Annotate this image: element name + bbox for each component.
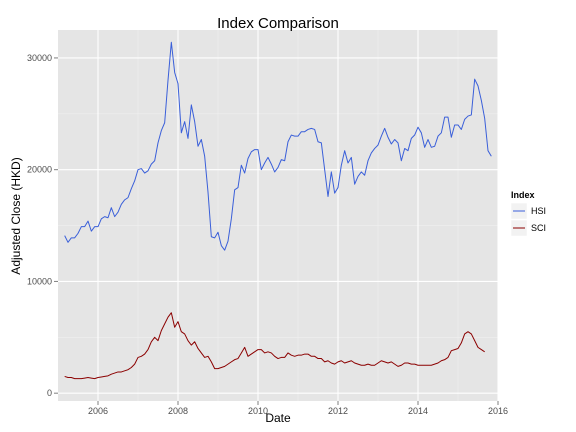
x-tick-label: 2016 (488, 406, 508, 416)
y-axis-title: Adjusted Close (HKD) (9, 157, 23, 274)
x-tick-label: 2012 (328, 406, 348, 416)
plot-panel (58, 30, 498, 401)
y-tick-label: 10000 (27, 276, 52, 286)
x-tick-label: 2008 (168, 406, 188, 416)
legend-key-hsi (510, 202, 528, 220)
y-tick-label: 0 (47, 388, 52, 398)
x-axis-title: Date (265, 411, 291, 425)
legend-title: Index (511, 190, 535, 200)
series-layer (64, 41, 492, 380)
legend: Index HSI SCI (510, 190, 546, 237)
legend-label-hsi: HSI (531, 206, 546, 216)
y-tick-label: 30000 (27, 53, 52, 63)
x-tick-label: 2006 (88, 406, 108, 416)
x-tick-label: 2010 (248, 406, 268, 416)
legend-label-sci: SCI (531, 223, 546, 233)
major-gridlines (58, 30, 499, 401)
legend-entries: HSI SCI (510, 202, 546, 237)
series-line-hsi (64, 41, 492, 251)
y-tick-label: 20000 (27, 165, 52, 175)
minor-gridlines (58, 30, 498, 401)
chart-title: Index Comparison (217, 15, 339, 32)
x-tick-label: 2014 (408, 406, 428, 416)
legend-key-sci (510, 219, 528, 237)
x-axis-ticks: 2006 2008 2010 2012 2014 2016 (88, 401, 508, 416)
series-line-sci (64, 312, 485, 380)
y-axis-ticks: 0 10000 20000 30000 (27, 53, 58, 398)
